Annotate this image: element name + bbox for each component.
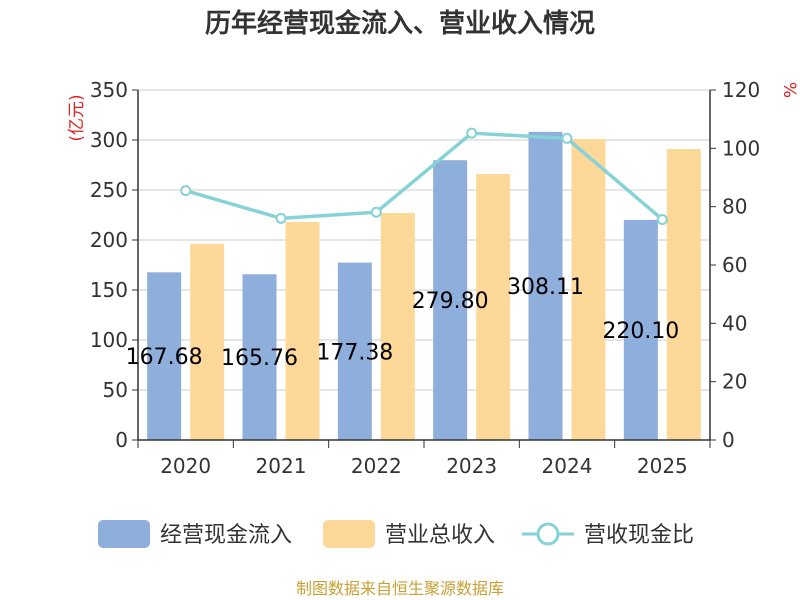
x-tick-label-2021: 2021: [256, 454, 307, 478]
y-left-tick-label-300: 300: [90, 128, 128, 152]
y-right-tick-label-20: 20: [722, 370, 747, 394]
legend-label-cash-inflow: 经营现金流入: [160, 523, 292, 548]
ratio-line-series: [180, 127, 668, 225]
bars: [147, 131, 701, 440]
grid-lines: [138, 89, 710, 391]
ratio-point-2021: [275, 212, 287, 224]
y-right-tick-label-120: 120: [722, 78, 760, 102]
bar-revenue-2020: [190, 244, 225, 440]
x-tick-label-2025: 2025: [637, 454, 688, 478]
legend-item-ratio[interactable]: 营收现金比: [522, 522, 694, 548]
x-tick-label-2024: 2024: [542, 454, 593, 478]
x-tick-label-2022: 2022: [351, 454, 402, 478]
data-label-cash-inflow-2023: 279.80: [412, 289, 489, 314]
legend-swatch-revenue: [323, 520, 375, 548]
ratio-point-2022: [370, 206, 382, 218]
bar-cash-inflow-2023: [433, 160, 468, 440]
legend-label-ratio: 营收现金比: [584, 523, 694, 548]
data-label-cash-inflow-2022: 177.38: [316, 340, 393, 365]
bar-cash-inflow-2024: [528, 131, 563, 440]
ratio-point-2024: [561, 132, 573, 144]
data-labels: 167.68 165.76 177.38 279.80 308.11 220.10: [126, 275, 680, 371]
data-label-cash-inflow-2024: 308.11: [507, 275, 584, 300]
x-tick-label-2023: 2023: [446, 454, 497, 478]
y-right-tick-label-60: 60: [722, 253, 747, 277]
data-label-cash-inflow-2020: 167.68: [126, 345, 203, 370]
bar-cash-inflow-2022: [337, 262, 372, 440]
bar-cash-inflow-2021: [242, 274, 277, 440]
bar-cash-inflow-2025: [623, 219, 658, 440]
y-left-tick-label-250: 250: [90, 178, 128, 202]
y-right-tick-label-40: 40: [722, 311, 747, 335]
y-left-tick-label-50: 50: [103, 378, 128, 402]
data-label-cash-inflow-2025: 220.10: [602, 319, 679, 344]
ratio-point-2025: [656, 214, 668, 225]
legend-item-revenue[interactable]: 营业总收入: [323, 520, 495, 548]
bar-cash-inflow-2020: [147, 272, 182, 440]
bar-revenue-2025: [666, 149, 701, 440]
bar-revenue-2022: [380, 213, 415, 440]
legend-label-revenue: 营业总收入: [385, 523, 495, 548]
chart-title: 历年经营现金流入、营业收入情况: [205, 8, 595, 39]
bar-revenue-2021: [285, 222, 320, 440]
legend-swatch-cash-inflow: [98, 520, 150, 548]
y-left-tick-label-150: 150: [90, 278, 128, 302]
x-tick-label-2020: 2020: [160, 454, 211, 478]
y-right-tick-label-0: 0: [722, 428, 735, 452]
y-right-tick-label-80: 80: [722, 195, 747, 219]
footer-source: 制图数据来自恒生聚源数据库: [296, 579, 504, 598]
y-left-tick-label-0: 0: [115, 428, 128, 452]
y-left-tick-label-200: 200: [90, 228, 128, 252]
bar-revenue-2024: [571, 139, 606, 440]
ratio-point-2023: [466, 127, 478, 139]
y-right-tick-label-100: 100: [722, 136, 760, 160]
legend-marker-ratio: [536, 522, 560, 546]
bar-revenue-2023: [476, 174, 511, 440]
y-left-unit-label: (亿元): [67, 94, 87, 141]
ratio-line: [185, 131, 664, 221]
legend: 经营现金流入 营业总收入 营收现金比: [98, 520, 694, 548]
ratio-point-2020: [180, 185, 192, 197]
legend-item-cash-inflow[interactable]: 经营现金流入: [98, 520, 292, 548]
y-left-tick-label-350: 350: [90, 78, 128, 102]
y-right-unit-label: %: [779, 82, 799, 98]
y-left-tick-label-100: 100: [90, 328, 128, 352]
axes: 0 50 100 150 200 250 300 350 0 20 40 60 80 100 120 2020…: [90, 78, 760, 478]
data-label-cash-inflow-2021: 165.76: [221, 346, 298, 371]
